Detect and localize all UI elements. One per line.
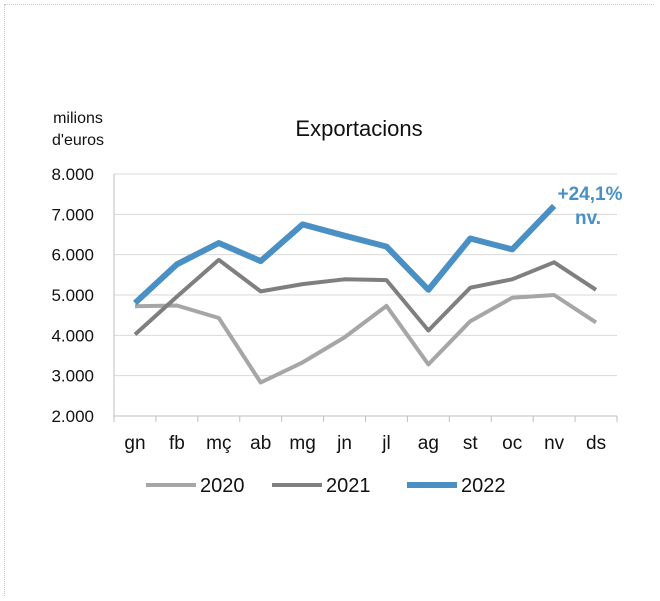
y-tick-label: 6.000 [51, 246, 94, 265]
chart-frame [4, 4, 654, 596]
y-tick-label: 3.000 [51, 367, 94, 386]
y-axis-unit-line-1: milions [53, 110, 103, 127]
legend-label-2022: 2022 [461, 475, 506, 497]
series-line-2022 [132, 203, 557, 306]
y-tick-label: 8.000 [51, 165, 94, 184]
x-category-label: st [463, 433, 479, 454]
y-tick-label: 2.000 [51, 407, 94, 426]
x-category-label: nv [544, 433, 565, 454]
legend-label-2020: 2020 [200, 475, 245, 497]
y-axis-unit-label: milions d'euros [52, 108, 104, 152]
x-category-label: ab [250, 433, 271, 454]
y-tick-label: 4.000 [51, 326, 94, 345]
x-category-label: jn [336, 433, 352, 454]
y-axis-unit-line-2: d'euros [52, 132, 104, 149]
x-category-label: jl [381, 433, 390, 454]
x-category-label: ag [418, 433, 439, 454]
x-category-label: mg [289, 433, 315, 454]
x-category-label: mç [206, 433, 231, 454]
chart-title: Exportacions [295, 116, 423, 141]
series-line-2020 [134, 293, 598, 385]
series-line-2021 [133, 257, 598, 336]
x-category-label: ds [586, 433, 606, 454]
y-tick-label: 7.000 [51, 205, 94, 224]
y-tick-label: 5.000 [51, 286, 94, 305]
x-category-label: gn [124, 433, 145, 454]
annotation-month: nv. [575, 208, 601, 229]
x-category-label: fb [169, 433, 185, 454]
x-category-label: oc [502, 433, 522, 454]
legend-label-2021: 2021 [326, 475, 371, 497]
annotation-percent: +24,1% [558, 184, 623, 205]
